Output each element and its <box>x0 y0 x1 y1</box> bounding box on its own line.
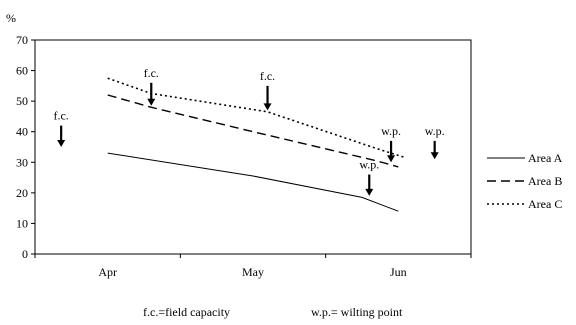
y-tick-label: 10 <box>16 216 28 230</box>
y-tick-label: 60 <box>16 64 28 78</box>
y-tick-label: 40 <box>16 125 28 139</box>
annotation-arrow-head <box>263 103 272 111</box>
series-lines <box>107 77 406 212</box>
y-tick-label: 50 <box>16 94 28 108</box>
annotation-label: w.p. <box>359 158 379 172</box>
annotation-label: f.c. <box>260 69 275 83</box>
plot-area-frame <box>34 39 472 255</box>
annotation-arrow-head <box>430 152 439 160</box>
annotation-label: w.p. <box>381 124 401 138</box>
legend-label: Area A <box>528 151 563 165</box>
x-tick-label: Apr <box>98 265 117 279</box>
series-line-area-a <box>107 152 399 212</box>
annotation-arrow-head <box>57 140 66 147</box>
x-tick-label: Jun <box>390 265 407 279</box>
series-line-area-c <box>107 77 406 159</box>
annotation-label: f.c. <box>53 109 68 123</box>
x-axis: Apr May Jun <box>34 254 472 279</box>
footnote-field-capacity: f.c.=field capacity <box>143 305 230 319</box>
series-line-area-b <box>107 94 399 168</box>
annotation-arrow-head <box>387 155 396 163</box>
y-unit-label: % <box>6 11 16 25</box>
legend-label: Area B <box>528 174 562 188</box>
x-tick-label: May <box>242 265 264 279</box>
legend-label: Area C <box>528 197 562 211</box>
annotation-arrow-head <box>365 188 374 196</box>
y-tick-label: 30 <box>16 155 28 169</box>
y-tick-label: 70 <box>16 33 28 47</box>
y-axis: 0 10 20 30 40 50 60 70 <box>16 33 35 261</box>
y-tick-label: 0 <box>22 247 28 261</box>
annotation-label: f.c. <box>144 66 159 80</box>
legend: Area A Area B Area C <box>487 151 563 211</box>
y-tick-label: 20 <box>16 186 28 200</box>
annotation-label: w.p. <box>425 124 445 138</box>
annotation-arrow-head <box>147 98 156 106</box>
annotations: f.c. f.c. f.c. w.p. w.p. w.p. <box>53 66 445 196</box>
footnote-wilting-point: w.p.= wilting point <box>311 305 403 319</box>
